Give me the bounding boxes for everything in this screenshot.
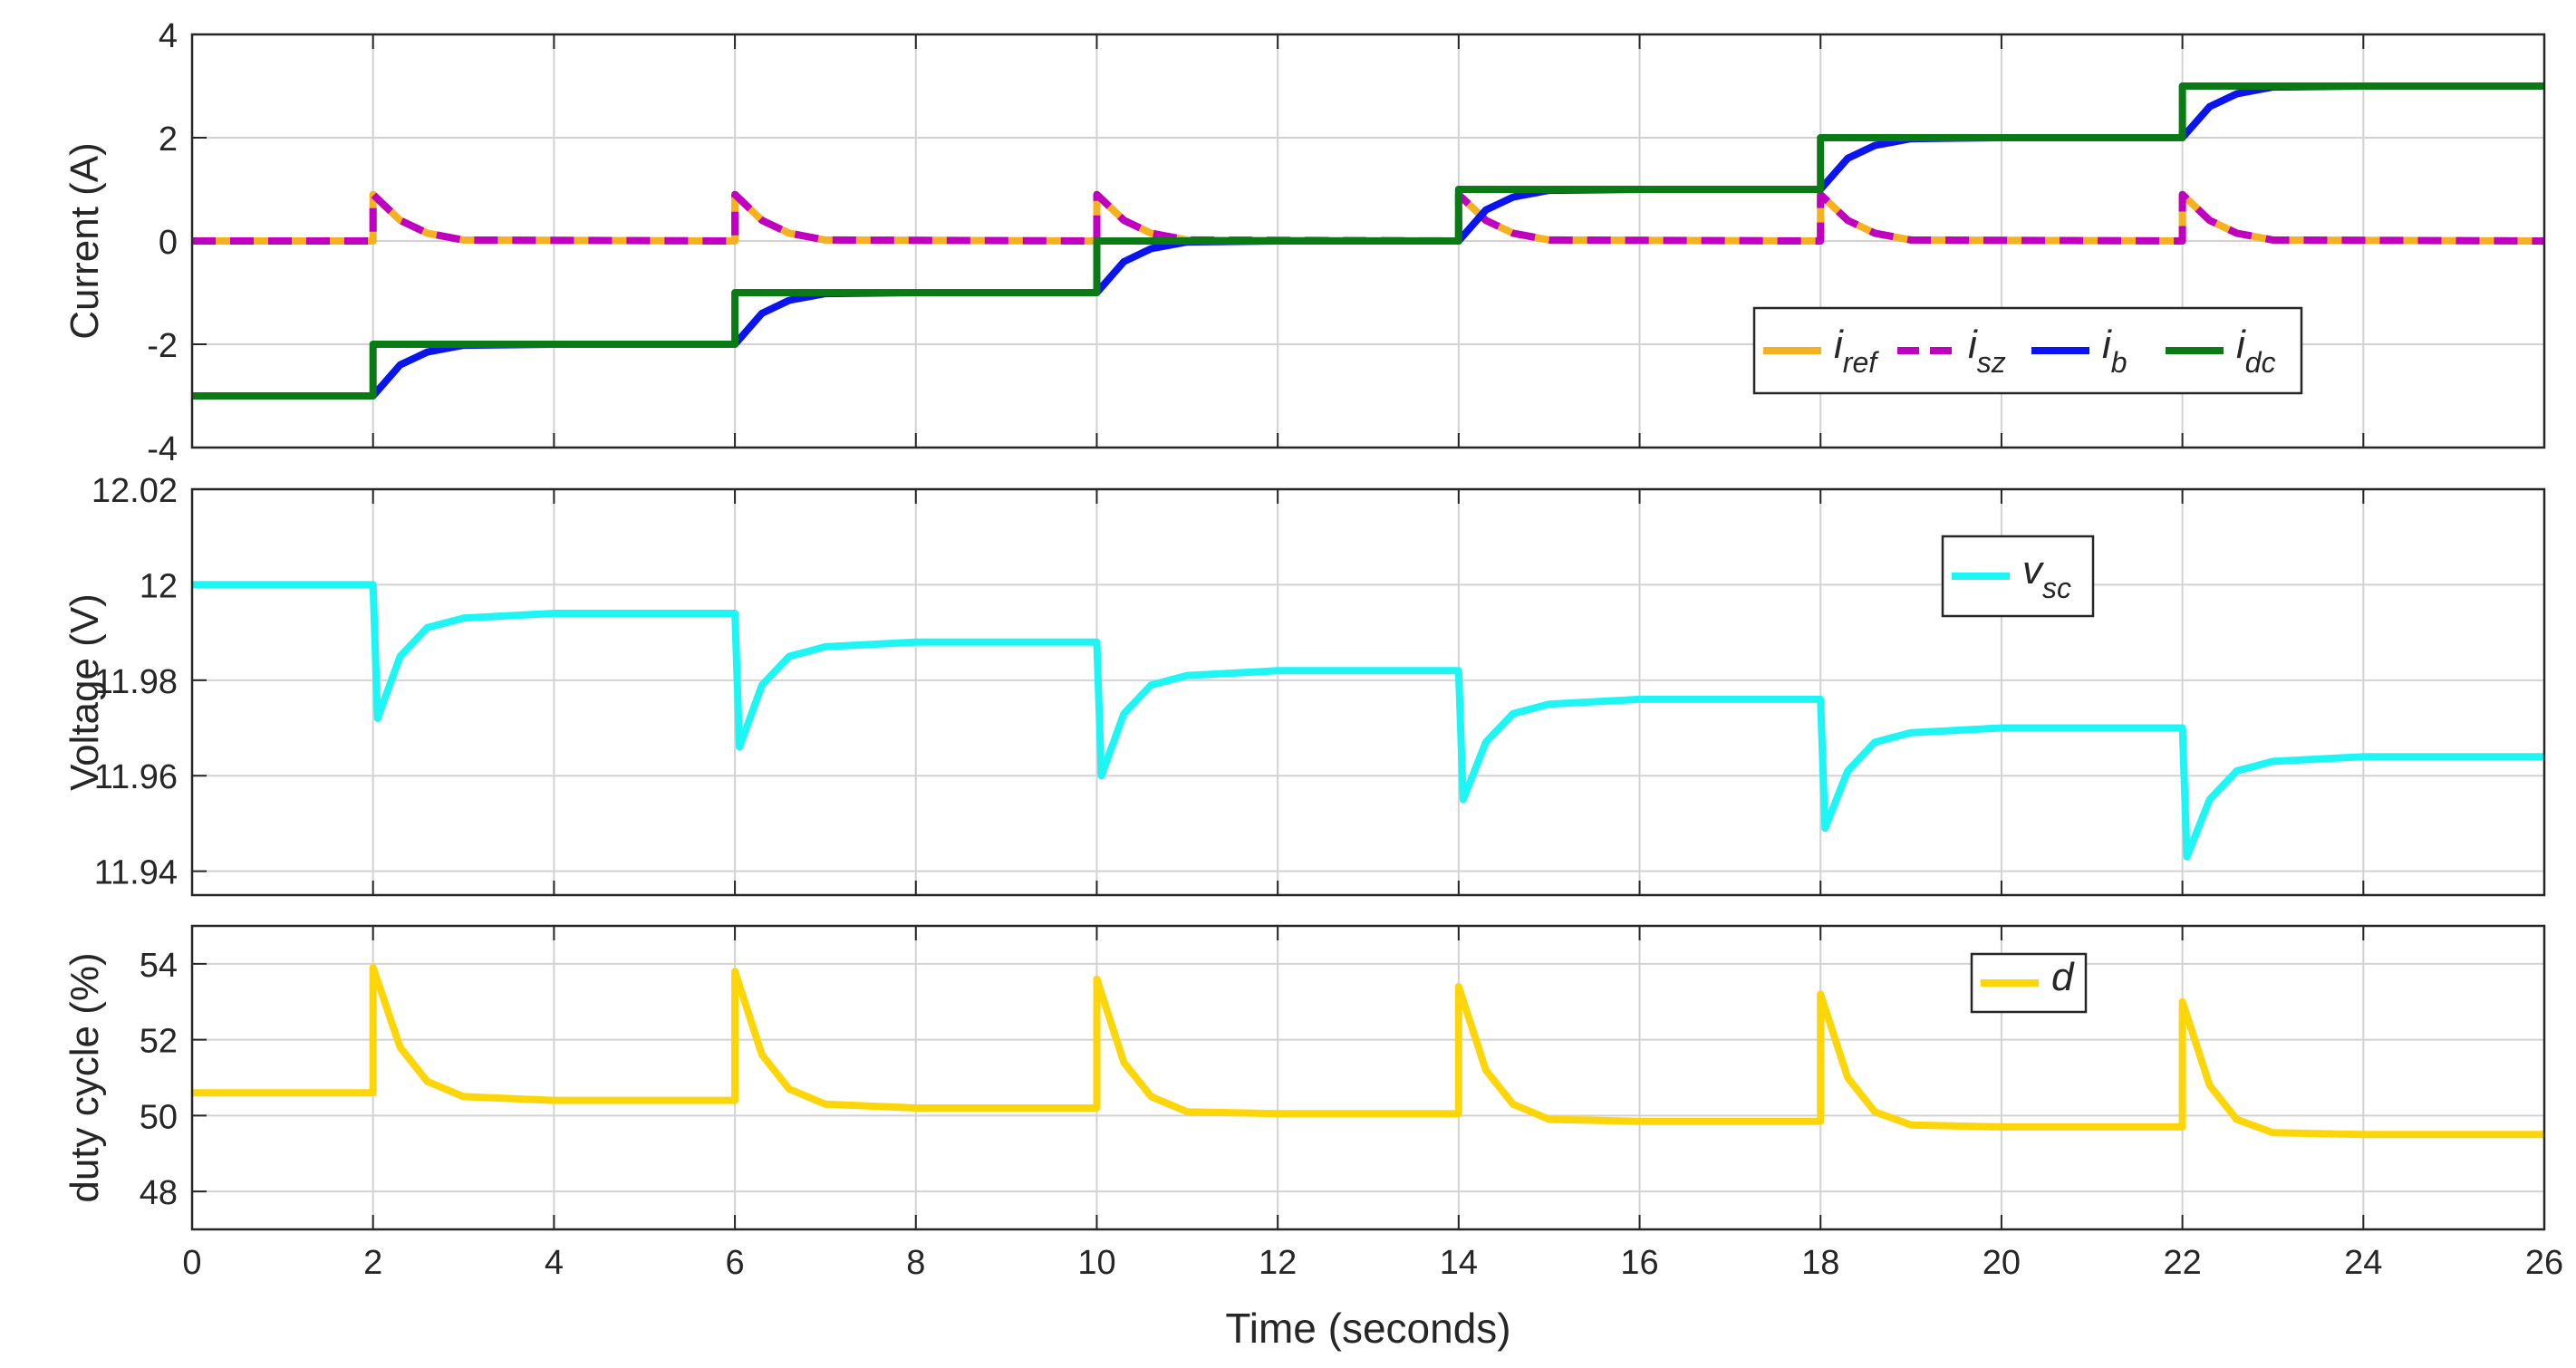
y-tick-label: 11.94 bbox=[94, 854, 178, 892]
legend: vsc bbox=[1941, 535, 2095, 618]
x-tick-label: 6 bbox=[726, 1244, 745, 1282]
x-tick-label: 18 bbox=[1801, 1244, 1839, 1282]
x-axis-label: Time (seconds) bbox=[1225, 1305, 1510, 1352]
y-tick-label: -4 bbox=[147, 430, 178, 468]
legend: d bbox=[1970, 952, 2088, 1014]
voltage-y-axis-label: Voltage (V) bbox=[63, 593, 107, 791]
x-tick-label: 20 bbox=[1983, 1244, 2021, 1282]
y-tick-label: 50 bbox=[140, 1098, 178, 1136]
y-tick-label: 54 bbox=[140, 947, 178, 985]
y-tick-label: 48 bbox=[140, 1174, 178, 1212]
x-tick-label: 22 bbox=[2163, 1244, 2201, 1282]
x-tick-label: 10 bbox=[1077, 1244, 1115, 1282]
series-line-i-dc bbox=[192, 82, 2544, 400]
y-tick-label: 0 bbox=[159, 224, 178, 262]
x-tick-label: 24 bbox=[2344, 1244, 2382, 1282]
series-line-v-sc bbox=[192, 581, 2544, 861]
y-tick-label: -2 bbox=[147, 327, 178, 365]
y-tick-label: 52 bbox=[140, 1023, 178, 1061]
y-tick-label: 11.96 bbox=[94, 758, 178, 796]
y-tick-label: 4 bbox=[159, 17, 178, 55]
voltage-panel: Voltage (V) 12.02 12 11.98 11.96 11.94 vsc bbox=[63, 472, 2546, 897]
legend-label-d: d bbox=[2051, 955, 2075, 999]
y-tick-label: 12.02 bbox=[92, 472, 178, 510]
y-tick-label: 11.98 bbox=[94, 663, 178, 701]
axes-box bbox=[190, 924, 2546, 1231]
x-tick-label: 26 bbox=[2525, 1244, 2563, 1282]
legend: iref isz ib idc bbox=[1752, 306, 2303, 395]
current-y-axis-label: Current (A) bbox=[63, 142, 107, 340]
y-tick-label: 12 bbox=[140, 567, 178, 605]
x-tick-labels: 0 2 4 6 8 10 12 14 16 18 20 22 24 26 bbox=[182, 1244, 2563, 1282]
current-panel: Current (A) 4 2 0 -2 -4 iref isz ib idc bbox=[63, 17, 2546, 468]
axes-box bbox=[190, 33, 2546, 449]
x-tick-label: 0 bbox=[182, 1244, 201, 1282]
x-tick-label: 14 bbox=[1440, 1244, 1478, 1282]
x-tick-label: 2 bbox=[363, 1244, 382, 1282]
duty-cycle-panel: duty cycle (%) 54 52 50 48 d bbox=[63, 924, 2546, 1231]
x-tick-label: 16 bbox=[1620, 1244, 1658, 1282]
duty-cycle-y-axis-label: duty cycle (%) bbox=[63, 952, 107, 1202]
axes-box bbox=[190, 487, 2546, 897]
y-tick-label: 2 bbox=[159, 120, 178, 159]
x-tick-label: 8 bbox=[906, 1244, 925, 1282]
x-tick-label: 4 bbox=[545, 1244, 564, 1282]
x-tick-label: 12 bbox=[1259, 1244, 1297, 1282]
series-line-d bbox=[192, 964, 2544, 1139]
